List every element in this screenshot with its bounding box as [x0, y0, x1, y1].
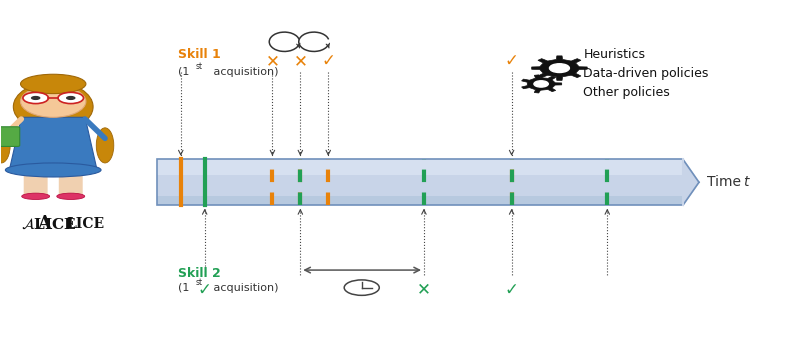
Text: ✓: ✓	[322, 52, 335, 70]
Text: st: st	[196, 278, 203, 287]
Circle shape	[534, 81, 548, 87]
Circle shape	[550, 64, 570, 73]
Ellipse shape	[96, 128, 114, 163]
Text: Other policies: Other policies	[583, 86, 670, 99]
Polygon shape	[522, 75, 562, 93]
Text: $\mathcal{A}$LICE: $\mathcal{A}$LICE	[22, 217, 77, 232]
Circle shape	[66, 96, 75, 100]
Ellipse shape	[21, 74, 86, 93]
Text: ✕: ✕	[294, 52, 307, 70]
Text: acquisition): acquisition)	[210, 67, 278, 76]
Text: Data-driven policies: Data-driven policies	[583, 67, 709, 80]
Circle shape	[58, 92, 83, 104]
Ellipse shape	[21, 86, 86, 117]
Text: acquisition): acquisition)	[210, 282, 278, 293]
FancyBboxPatch shape	[24, 165, 48, 196]
Text: Skill 2: Skill 2	[178, 267, 221, 280]
Circle shape	[344, 280, 379, 295]
Text: ✕: ✕	[266, 52, 279, 70]
Polygon shape	[683, 159, 699, 205]
Ellipse shape	[6, 163, 101, 177]
Text: st: st	[196, 62, 203, 71]
Ellipse shape	[0, 128, 10, 163]
Text: ✓: ✓	[505, 280, 518, 298]
Text: Skill 1: Skill 1	[178, 47, 221, 61]
Text: ✕: ✕	[417, 280, 431, 298]
Text: Time: Time	[707, 175, 746, 189]
Text: Heuristics: Heuristics	[583, 47, 646, 61]
Text: ✓: ✓	[505, 52, 518, 70]
FancyBboxPatch shape	[157, 196, 683, 205]
Text: (1: (1	[178, 67, 190, 76]
FancyBboxPatch shape	[0, 127, 20, 147]
Polygon shape	[532, 56, 587, 80]
Circle shape	[23, 92, 49, 104]
FancyBboxPatch shape	[157, 159, 683, 176]
Ellipse shape	[57, 193, 85, 199]
Circle shape	[31, 96, 41, 100]
Text: t: t	[744, 175, 749, 189]
Text: ✓: ✓	[198, 280, 212, 298]
Polygon shape	[10, 117, 97, 170]
Ellipse shape	[14, 82, 93, 131]
Text: LICE: LICE	[66, 217, 105, 232]
Text: (1: (1	[178, 282, 190, 293]
FancyBboxPatch shape	[58, 165, 82, 196]
Text: A: A	[37, 216, 50, 233]
Ellipse shape	[22, 193, 50, 199]
FancyBboxPatch shape	[157, 159, 683, 205]
